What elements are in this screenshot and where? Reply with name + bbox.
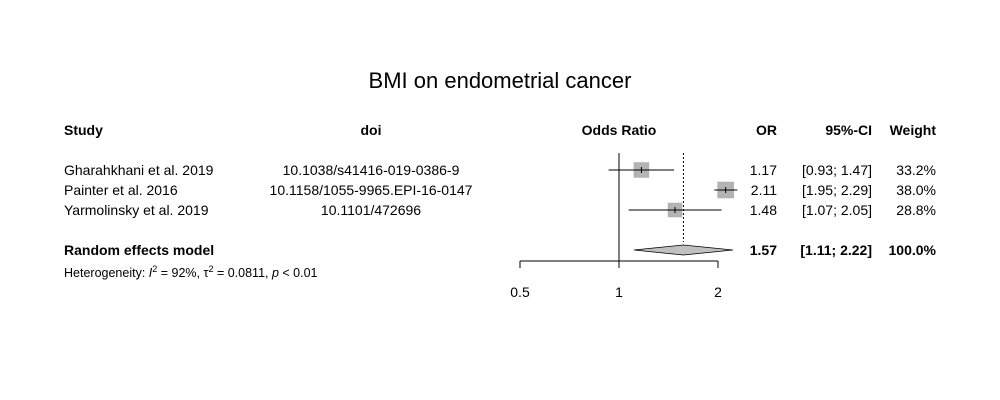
pooled-diamond (633, 244, 733, 256)
study-doi: 10.1038/s41416-019-0386-9 (282, 162, 460, 178)
het-i2-sup: 2 (152, 264, 158, 274)
study-or: 1.17 (749, 162, 777, 178)
het-tau2-value: = 0.0811, (213, 266, 272, 281)
het-p-value: < 0.01 (278, 266, 318, 281)
study-name: Gharahkhani et al. 2019 (64, 162, 214, 178)
study-weight: 38.0% (896, 182, 936, 198)
study-or: 2.11 (750, 182, 777, 198)
x-tick-label: 0.5 (510, 284, 530, 300)
study-weight: 28.8% (896, 202, 936, 218)
study-doi: 10.1101/472696 (320, 202, 422, 218)
header-odds-ratio: Odds Ratio (581, 122, 657, 138)
het-i2-symbol: I (148, 266, 153, 281)
het-tau2-sup: 2 (208, 264, 214, 274)
study-ci: [1.95; 2.29] (801, 182, 872, 198)
study-weight: 33.2% (896, 162, 936, 178)
het-tau2-symbol: τ (203, 266, 209, 281)
header-weight: Weight (889, 122, 936, 138)
pooled-label: Random effects model (64, 242, 215, 258)
x-tick-label: 1 (615, 284, 623, 300)
pooled-weight: 100.0% (888, 242, 936, 258)
pooled-ci: [1.11; 2.22] (800, 242, 872, 258)
study-name: Yarmolinsky et al. 2019 (64, 202, 209, 218)
het-p-symbol: p (271, 266, 279, 281)
study-or: 1.48 (749, 202, 777, 218)
header-study: Study (64, 122, 103, 138)
het-prefix: Heterogeneity: (64, 266, 149, 281)
study-doi: 10.1158/1055-9965.EPI-16-0147 (269, 182, 473, 198)
het-i2-value: = 92%, (157, 266, 204, 281)
study-ci: [1.07; 2.05] (801, 202, 872, 218)
x-tick-label: 2 (714, 284, 722, 300)
header-ci: 95%-CI (825, 122, 872, 138)
study-name: Painter et al. 2016 (64, 182, 178, 198)
pooled-or: 1.57 (749, 242, 777, 258)
study-ci: [0.93; 1.47] (801, 162, 872, 178)
header-or: OR (756, 122, 777, 138)
heterogeneity-text: Heterogeneity: I2 = 92%, τ2 = 0.0811, p … (64, 262, 318, 281)
header-doi: doi (360, 122, 382, 138)
chart-title: BMI on endometrial cancer (368, 68, 632, 93)
